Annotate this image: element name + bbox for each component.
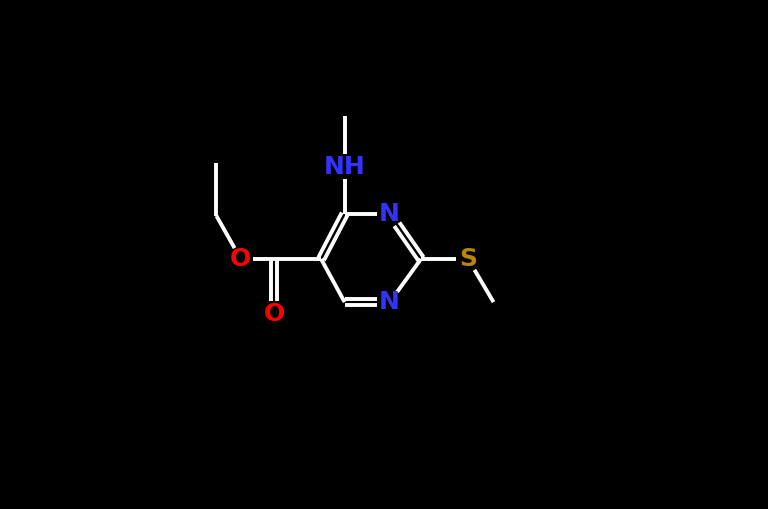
Text: O: O (263, 302, 285, 326)
Text: S: S (459, 247, 477, 271)
Text: N: N (379, 202, 400, 226)
Text: O: O (230, 247, 251, 271)
Text: N: N (379, 290, 400, 314)
Text: NH: NH (324, 155, 366, 179)
